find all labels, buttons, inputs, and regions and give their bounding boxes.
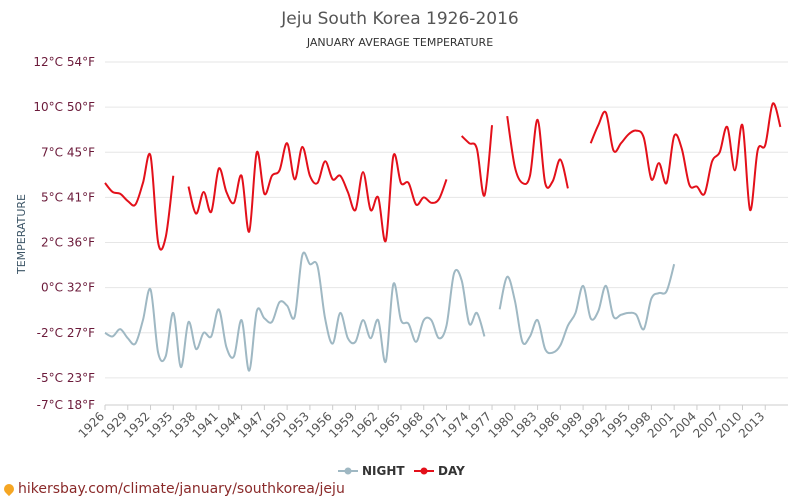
x-axis-ticks: 1926192919321935193819411944194719501953… bbox=[76, 405, 767, 441]
x-tick-label: 2013 bbox=[736, 409, 767, 440]
grid bbox=[105, 61, 788, 406]
y-tick-label: 10°C 50°F bbox=[33, 100, 95, 114]
series-line-night-segment-1 bbox=[498, 263, 676, 355]
chart-subtitle: JANUARY AVERAGE TEMPERATURE bbox=[306, 36, 493, 49]
legend-item-night[interactable]: NIGHT bbox=[338, 464, 405, 478]
series-lines bbox=[104, 102, 782, 372]
y-tick-label: 12°C 54°F bbox=[33, 55, 95, 69]
series-line-day-segment-4 bbox=[589, 102, 782, 212]
legend-label-day: DAY bbox=[438, 464, 465, 478]
y-tick-label: -7°C 18°F bbox=[37, 398, 95, 412]
series-line-day-segment-3 bbox=[506, 116, 569, 189]
series-line-day-segment-1 bbox=[187, 142, 448, 243]
location-pin-icon bbox=[1, 481, 17, 497]
y-tick-label: 0°C 32°F bbox=[41, 281, 95, 295]
y-tick-label: 5°C 41°F bbox=[41, 190, 95, 204]
source-url: hikersbay.com/climate/january/southkorea… bbox=[18, 481, 345, 497]
chart-title: Jeju South Korea 1926-2016 bbox=[280, 9, 518, 29]
y-tick-label: -5°C 23°F bbox=[37, 371, 95, 385]
series-line-day-segment-2 bbox=[460, 125, 494, 197]
y-axis-ticks: 12°C 54°F 10°C 50°F 7°C 45°F 5°C 41°F 2°C 36… bbox=[33, 55, 95, 412]
series-line-night-segment-0 bbox=[104, 251, 486, 372]
y-tick-label: 7°C 45°F bbox=[41, 145, 95, 159]
y-tick-label: 2°C 36°F bbox=[41, 236, 95, 250]
legend-item-day[interactable]: DAY bbox=[414, 464, 465, 478]
source-link[interactable]: hikersbay.com/climate/january/southkorea… bbox=[1, 481, 345, 497]
y-tick-label: -2°C 27°F bbox=[37, 326, 95, 340]
y-axis-label: TEMPERATURE bbox=[15, 194, 28, 275]
legend[interactable]: NIGHT DAY bbox=[338, 464, 465, 478]
series-line-day-segment-0 bbox=[104, 152, 175, 251]
legend-label-night: NIGHT bbox=[362, 464, 405, 478]
